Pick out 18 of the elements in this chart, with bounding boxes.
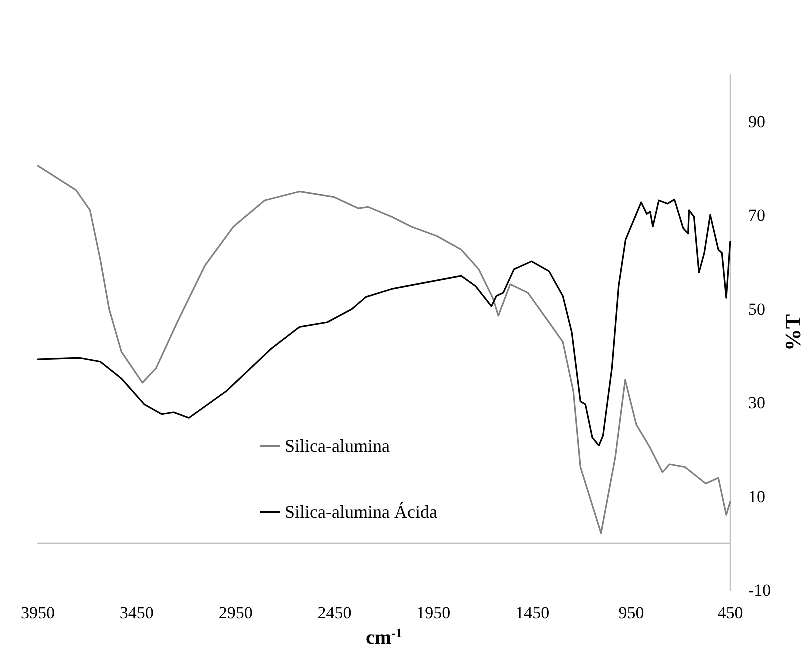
y-tick-label: 70 — [748, 206, 766, 226]
y-tick-label: 10 — [748, 487, 766, 506]
legend-label: Silica-alumina — [285, 436, 390, 456]
y-tick-label: 90 — [748, 112, 766, 132]
x-tick-label: 3950 — [21, 604, 55, 623]
line-series — [37, 165, 732, 534]
y-tick-label: 30 — [748, 394, 766, 413]
x-tick-label: 1950 — [416, 604, 451, 623]
y-tick-label: -10 — [748, 581, 772, 600]
x-tick-label: 2450 — [318, 604, 352, 623]
y-axis-title: %T — [780, 314, 806, 352]
x-tick-label: 450 — [718, 604, 744, 623]
x-tick-label: 1450 — [516, 604, 550, 623]
x-tick-label: 950 — [618, 604, 644, 623]
x-tick-label: 3450 — [120, 604, 154, 623]
x-tick-label: 2950 — [218, 604, 253, 623]
y-tick-label: 50 — [748, 300, 766, 319]
legend-label: Silica-alumina Ácida — [285, 502, 438, 522]
